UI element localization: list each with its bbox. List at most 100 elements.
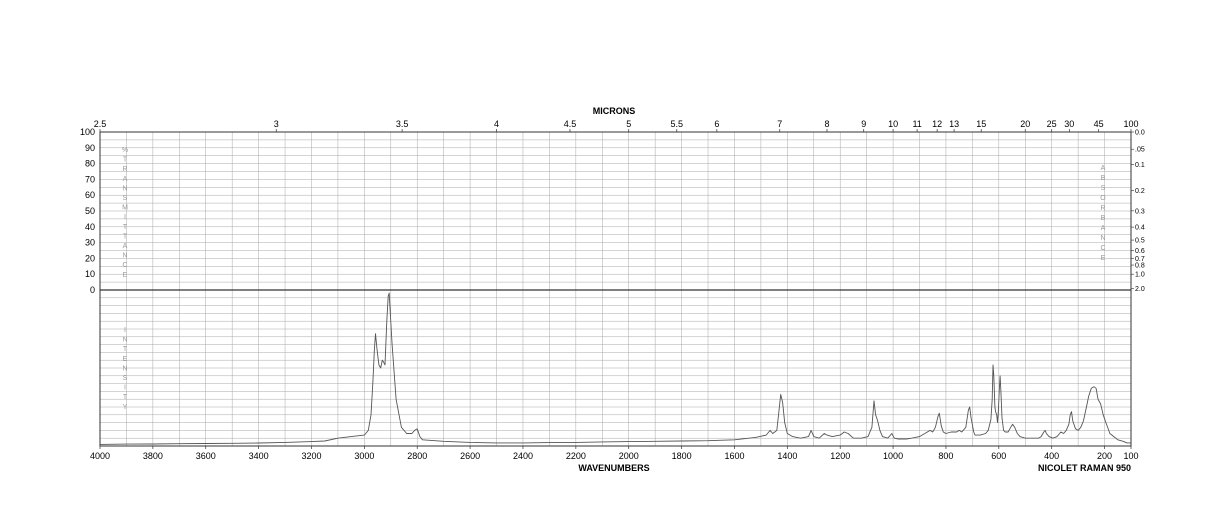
intensity-vertical-label-char: I (124, 327, 126, 334)
transmittance-vertical-label-char: E (123, 272, 128, 279)
micron-tick-label: 12 (932, 119, 942, 129)
intensity-vertical-label-char: Y (123, 404, 128, 411)
x-axis-label: WAVENUMBERS (578, 463, 649, 473)
absorbance-tick-label: 0.3 (1135, 208, 1145, 215)
transmittance-tick-label: 10 (85, 269, 95, 279)
plot-border (99, 131, 1132, 447)
transmittance-tick-label: 70 (85, 174, 95, 184)
transmittance-tick-label: 100 (80, 127, 95, 137)
absorbance-vertical-label-char: O (1100, 195, 1106, 202)
transmittance-vertical-label-char: T (123, 224, 128, 231)
wavenumber-tick-label: 1800 (672, 451, 692, 461)
transmittance-vertical-label-char: A (123, 176, 128, 183)
micron-tick-label: 4 (494, 119, 499, 129)
absorbance-tick-label: 0.6 (1135, 248, 1145, 255)
micron-tick-label: 45 (1094, 119, 1104, 129)
micron-tick-label: 2.5 (94, 119, 107, 129)
micron-tick-label: 13 (949, 119, 959, 129)
absorbance-tick-label: 0.5 (1135, 238, 1145, 245)
absorbance-tick-label: 1.0 (1135, 272, 1145, 279)
absorbance-tick-label: 0.4 (1135, 225, 1145, 232)
micron-tick-label: 5 (626, 119, 631, 129)
transmittance-vertical-label-char: R (122, 166, 127, 173)
micron-tick-label: 20 (1020, 119, 1030, 129)
tick-labels: 4000 3800 3600 3400 3200 3000 2800 2600 2400 2200… (80, 119, 1145, 461)
wavenumber-tick-label: 2000 (619, 451, 639, 461)
wavenumber-tick-label: 400 (1044, 451, 1059, 461)
micron-tick-label: 4.5 (564, 119, 577, 129)
micron-tick-label: 9 (861, 119, 866, 129)
absorbance-tick-label: 2.0 (1135, 286, 1145, 293)
absorbance-vertical-label-char: S (1101, 185, 1106, 192)
transmittance-tick-label: 50 (85, 206, 95, 216)
instrument-label: NICOLET RAMAN 950 (1038, 463, 1131, 473)
wavenumber-tick-label: 4000 (90, 451, 110, 461)
absorbance-vertical-label-char: B (1101, 175, 1106, 182)
top-axis-title: MICRONS (593, 106, 636, 116)
absorbance-vertical-label-char: C (1100, 245, 1105, 252)
wavenumber-tick-label: 3000 (354, 451, 374, 461)
intensity-vertical-label-char: E (123, 356, 128, 363)
intensity-vertical-label-char: I (124, 385, 126, 392)
transmittance-tick-label: 40 (85, 222, 95, 232)
absorbance-tick-label: 0.0 (1135, 130, 1145, 137)
micron-tick-label: 5.5 (671, 119, 684, 129)
wavenumber-tick-label: 200 (1097, 451, 1112, 461)
absorbance-tick-label: 0.2 (1135, 188, 1145, 195)
plot-frame (99, 129, 1134, 449)
micron-tick-label: 3 (274, 119, 279, 129)
micron-tick-label: 100 (1123, 119, 1138, 129)
intensity-vertical-label-char: N (122, 337, 127, 344)
intensity-vertical-label-char: N (122, 365, 127, 372)
transmittance-tick-label: 30 (85, 238, 95, 248)
transmittance-vertical-label-char: M (122, 205, 128, 212)
transmittance-vertical-label-char: T (123, 157, 128, 164)
transmittance-tick-label: 80 (85, 159, 95, 169)
transmittance-tick-label: 20 (85, 253, 95, 263)
micron-tick-label: 11 (912, 119, 921, 129)
transmittance-vertical-label-char: T (123, 233, 128, 240)
transmittance-vertical-label-char: N (122, 185, 127, 192)
wavenumber-tick-label: 3400 (249, 451, 269, 461)
absorbance-vertical-label-char: E (1101, 255, 1106, 262)
transmittance-vertical-label-char: S (123, 195, 128, 202)
transmittance-tick-label: 60 (85, 190, 95, 200)
wavenumber-tick-label: 1400 (777, 451, 797, 461)
absorbance-tick-label: 0.7 (1135, 256, 1145, 263)
absorbance-tick-label: 0.8 (1135, 263, 1145, 270)
transmittance-vertical-label-char: A (123, 243, 128, 250)
absorbance-vertical-label-char: A (1101, 225, 1106, 232)
absorbance-tick-label: 0.1 (1135, 162, 1145, 169)
wavenumber-tick-label: 3200 (301, 451, 321, 461)
grid (99, 131, 1132, 446)
wavenumber-tick-label: 100 (1123, 451, 1138, 461)
wavenumber-tick-label: 1000 (883, 451, 903, 461)
wavenumber-tick-label: 2800 (407, 451, 427, 461)
wavenumber-tick-label: 3600 (196, 451, 216, 461)
intensity-vertical-label-char: S (123, 375, 128, 382)
wavenumber-tick-label: 2600 (460, 451, 480, 461)
wavenumber-tick-label: 1200 (830, 451, 850, 461)
micron-tick-label: 7 (777, 119, 782, 129)
absorbance-vertical-label-char: A (1101, 165, 1106, 172)
raman-spectrum-line (99, 292, 1131, 445)
wavenumber-tick-label: 3800 (143, 451, 163, 461)
intensity-vertical-label-char: T (123, 346, 128, 353)
micron-tick-label: 6 (714, 119, 719, 129)
transmittance-vertical-label-char: C (122, 262, 127, 269)
intensity-vertical-label-char: T (123, 394, 128, 401)
absorbance-vertical-label-char: N (1100, 235, 1105, 242)
transmittance-vertical-label-char: I (124, 214, 126, 221)
transmittance-vertical-label-char: % (122, 147, 128, 154)
micron-tick-label: 15 (976, 119, 986, 129)
wavenumber-tick-label: 1600 (724, 451, 744, 461)
wavenumber-tick-label: 2400 (513, 451, 533, 461)
micron-tick-label: 25 (1047, 119, 1057, 129)
wavenumber-tick-label: 600 (991, 451, 1006, 461)
micron-tick-label: 10 (888, 119, 898, 129)
spectrum-series (99, 292, 1131, 445)
transmittance-vertical-label-char: N (122, 253, 127, 260)
transmittance-tick-label: 90 (85, 143, 95, 153)
